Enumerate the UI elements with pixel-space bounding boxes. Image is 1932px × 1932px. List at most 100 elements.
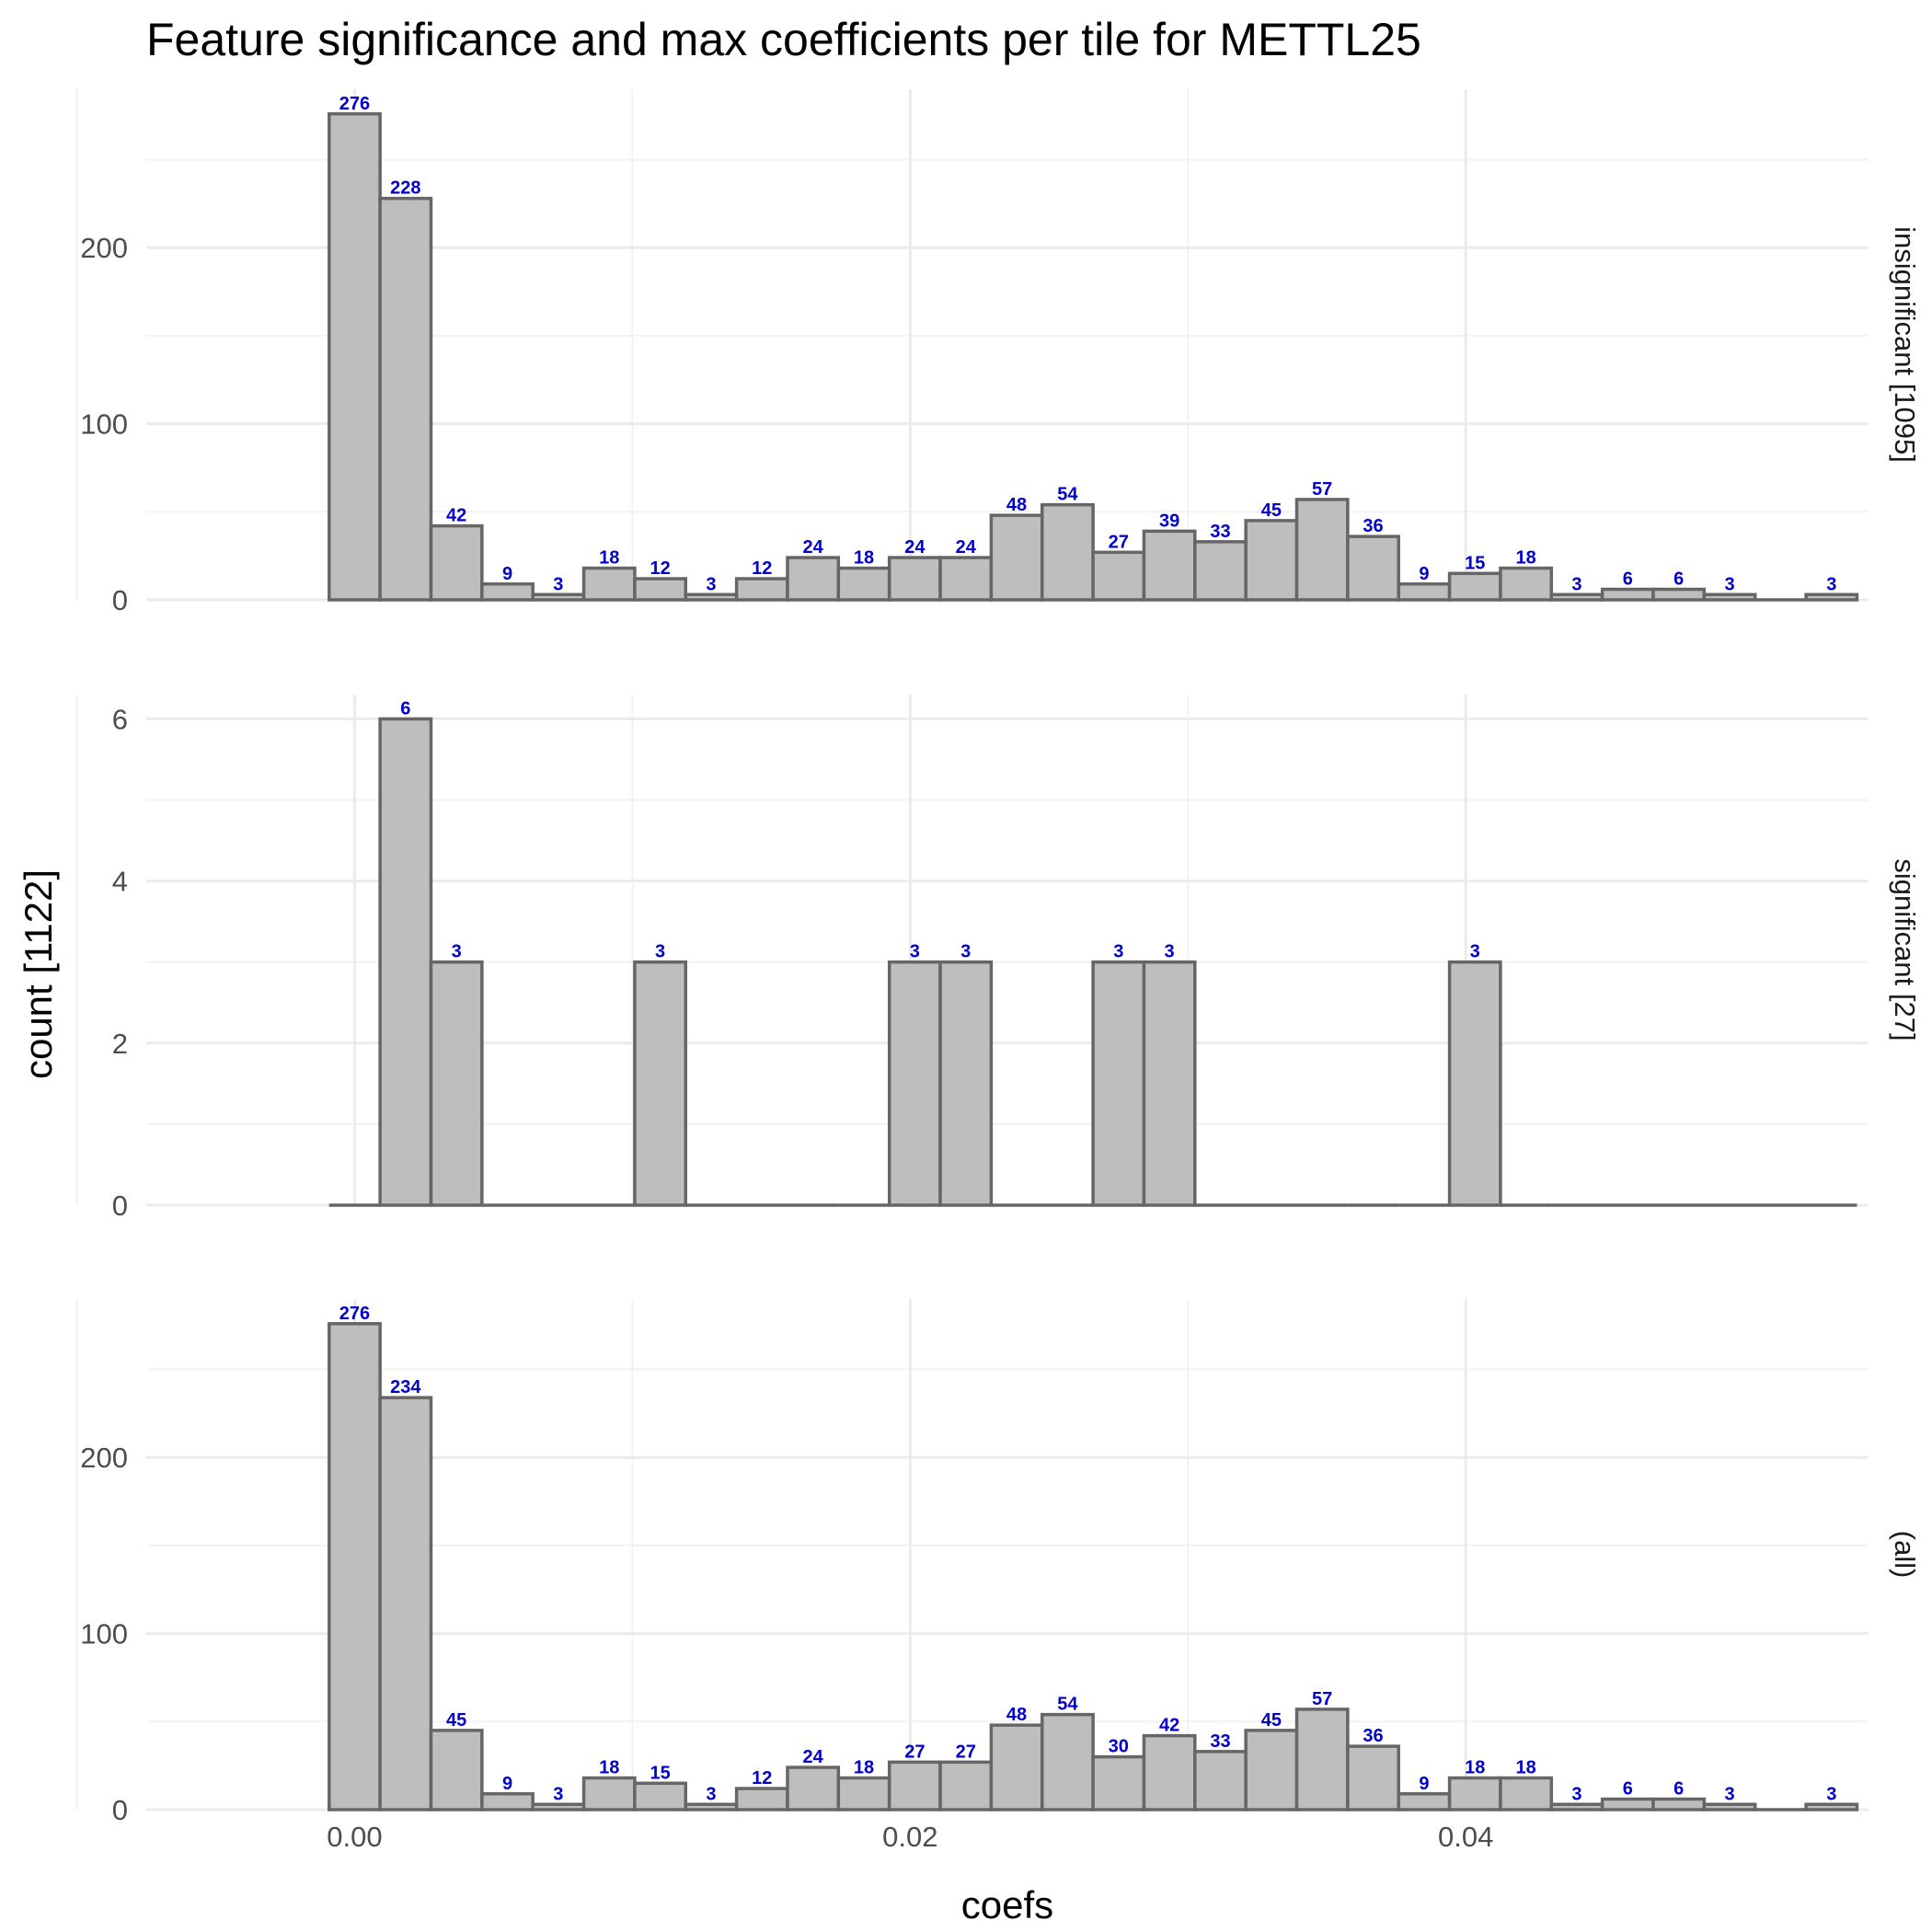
histogram-bar bbox=[1041, 502, 1095, 602]
histogram-bar bbox=[836, 566, 891, 602]
bar-count-label: 48 bbox=[1006, 495, 1027, 515]
x-axis: 0.00 0.02 0.04 bbox=[327, 1821, 1493, 1853]
histogram-bar bbox=[734, 1787, 789, 1811]
histogram-bar bbox=[734, 577, 789, 602]
bar-count-label: 18 bbox=[1515, 1758, 1535, 1778]
histogram-bar bbox=[328, 112, 382, 602]
bar-count-label: 12 bbox=[752, 558, 772, 579]
bar-count-label: 3 bbox=[553, 1784, 563, 1804]
bar-count-label: 276 bbox=[339, 1304, 370, 1324]
panel-2: 0 2 4 6 6 3 3 3 3 3 3 3 significant [27] bbox=[75, 695, 1921, 1222]
histogram-bar bbox=[480, 582, 535, 602]
bar-count-label: 54 bbox=[1057, 1695, 1078, 1715]
histogram-bar bbox=[633, 960, 688, 1207]
histogram-bar bbox=[1804, 1802, 1859, 1811]
y-tick-label: 2 bbox=[112, 1028, 128, 1060]
y-tick-label: 200 bbox=[80, 232, 128, 264]
bar-count-label: 24 bbox=[956, 537, 977, 558]
bar-count-label: 3 bbox=[1571, 1784, 1581, 1804]
histogram-bar bbox=[1294, 1708, 1350, 1811]
bar-count-label: 3 bbox=[1826, 574, 1836, 594]
bar-count-label: 6 bbox=[400, 698, 410, 719]
bar-count-label: 30 bbox=[1109, 1737, 1129, 1757]
histogram-bar bbox=[786, 1765, 841, 1811]
bar-count-label: 27 bbox=[1109, 532, 1129, 552]
histogram-bar bbox=[684, 1802, 739, 1811]
bar-count-label: 24 bbox=[904, 537, 926, 558]
histogram-bar bbox=[1549, 1802, 1604, 1811]
bar-count-label: 15 bbox=[1465, 553, 1485, 573]
bar-count-label: 18 bbox=[599, 548, 619, 569]
bar-count-label: 18 bbox=[1515, 548, 1535, 569]
histogram-bar bbox=[684, 592, 739, 602]
histogram-bar bbox=[1193, 540, 1248, 602]
histogram-bar bbox=[1091, 1754, 1146, 1811]
chart-title: Feature significance and max coefficient… bbox=[146, 14, 1421, 65]
histogram-bar bbox=[1702, 1802, 1757, 1811]
histogram-bar bbox=[1346, 1744, 1400, 1811]
histogram-bar bbox=[938, 556, 994, 602]
histogram-bar bbox=[1142, 1733, 1197, 1811]
x-axis-title: coefs bbox=[961, 1883, 1053, 1926]
histogram-bar bbox=[1447, 1776, 1502, 1811]
histogram-bar bbox=[531, 1802, 586, 1811]
histogram-bar bbox=[786, 556, 841, 602]
bar-count-label: 12 bbox=[650, 558, 670, 579]
bar-count-label: 18 bbox=[854, 548, 874, 569]
panel-3: 0 100 200 276 234 45 9 3 18 15 3 12 24 18 27 27 48 54 30 42… bbox=[75, 1299, 1921, 1826]
bar-count-label: 6 bbox=[1623, 1779, 1633, 1800]
bar-count-label: 228 bbox=[390, 178, 420, 199]
bar-count-label: 39 bbox=[1159, 511, 1179, 531]
histogram-bar bbox=[429, 1729, 484, 1811]
bar-count-label: 45 bbox=[1261, 500, 1282, 521]
histogram-bar bbox=[836, 1776, 891, 1811]
bar-count-label: 9 bbox=[1419, 1774, 1429, 1794]
y-tick-label: 0 bbox=[112, 584, 128, 616]
y-tick-label: 100 bbox=[80, 1618, 128, 1650]
histogram-bar bbox=[938, 1760, 994, 1811]
bar-count-label: 3 bbox=[1826, 1784, 1836, 1804]
bar-count-label: 9 bbox=[502, 1774, 512, 1794]
bar-count-label: 3 bbox=[452, 942, 462, 962]
histogram-bar bbox=[887, 1760, 942, 1811]
histogram-bar bbox=[1142, 960, 1197, 1207]
bar-count-label: 3 bbox=[553, 574, 563, 594]
bar-count-label: 33 bbox=[1210, 522, 1230, 542]
bar-count-label: 3 bbox=[960, 942, 971, 962]
bar-count-label: 9 bbox=[1419, 564, 1429, 584]
histogram-bar bbox=[480, 1792, 535, 1811]
bar-count-label: 234 bbox=[390, 1377, 421, 1397]
histogram-bar bbox=[1651, 1797, 1707, 1811]
bar-count-label: 48 bbox=[1006, 1705, 1027, 1725]
bar-count-label: 15 bbox=[650, 1763, 670, 1783]
histogram-bar bbox=[531, 592, 586, 602]
bar-count-label: 36 bbox=[1363, 516, 1383, 536]
bar-count-label: 18 bbox=[854, 1758, 874, 1778]
histogram-bar bbox=[1804, 592, 1859, 602]
y-tick-label: 0 bbox=[112, 1190, 128, 1222]
histogram-bar bbox=[378, 717, 433, 1207]
histogram-bar bbox=[378, 1396, 433, 1811]
x-tick-label: 0.00 bbox=[327, 1821, 382, 1853]
histogram-bar bbox=[1549, 592, 1604, 602]
histogram-bar bbox=[938, 960, 994, 1207]
histogram-bar bbox=[1702, 592, 1757, 602]
histogram-bar bbox=[633, 1781, 688, 1811]
histogram-bar bbox=[1346, 535, 1400, 602]
histogram-bar bbox=[429, 960, 484, 1207]
histogram-bar bbox=[989, 513, 1044, 602]
bar-count-label: 3 bbox=[655, 942, 665, 962]
histogram-bar bbox=[887, 960, 942, 1207]
bar-count-label: 9 bbox=[502, 564, 512, 584]
histogram-bar bbox=[1294, 498, 1350, 602]
histogram-bar bbox=[1600, 587, 1655, 602]
bar-count-label: 42 bbox=[1159, 1716, 1179, 1736]
bar-count-label: 3 bbox=[910, 942, 920, 962]
bar-count-label: 45 bbox=[446, 1710, 466, 1731]
bar-count-label: 6 bbox=[1673, 1779, 1684, 1800]
histogram-bar bbox=[989, 1723, 1044, 1811]
histogram-bar bbox=[1091, 960, 1146, 1207]
histogram-bar bbox=[1447, 571, 1502, 602]
